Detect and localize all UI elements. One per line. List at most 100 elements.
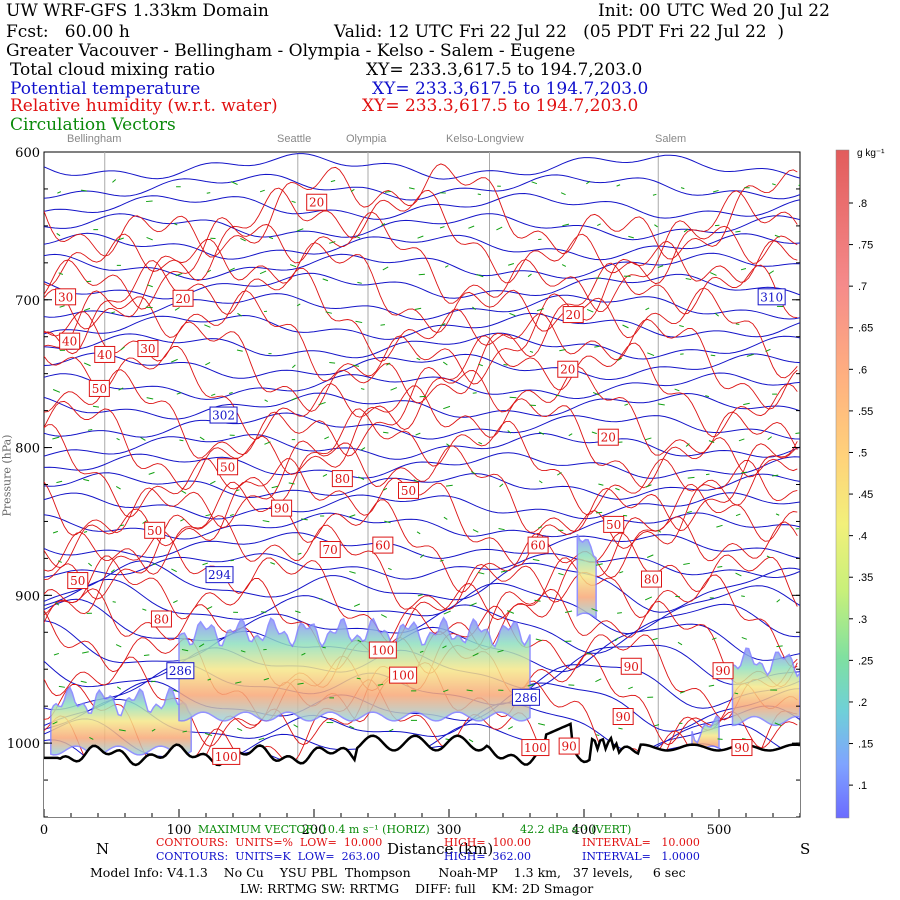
vector-arrow (562, 223, 570, 227)
rh-contour-label-box (271, 499, 293, 517)
vector-arrow (674, 388, 680, 392)
x-tick-label: 200 (302, 823, 327, 838)
vector-arrow (353, 364, 360, 367)
colorbar-labels: .8 .75 .7 .65 .6 .55 .5 .45 .4 .35 .3 .25 .2 .15 .1 (849, 198, 873, 792)
vector-arrow (712, 189, 719, 193)
vector-arrow (680, 187, 685, 190)
theta-contour (44, 332, 800, 360)
y-tick-label: 800 (15, 442, 40, 457)
vector-arrow (415, 432, 421, 436)
vector-arrow (318, 598, 323, 600)
rh-contour (44, 335, 798, 440)
vector-arrow (297, 552, 302, 555)
rh-contour-label: 90 (616, 710, 631, 724)
vector-arrow (416, 531, 421, 535)
vector-arrow (735, 513, 741, 517)
vector-arrow (535, 638, 543, 642)
x-tick-label: 100 (167, 823, 192, 838)
vector-arrow (206, 606, 213, 610)
vector-arrow (801, 685, 807, 688)
vector-arrow (652, 193, 657, 196)
vector-arrow (140, 437, 146, 441)
vector-arrow (442, 645, 447, 649)
vector-arrow (356, 236, 361, 239)
axes: 600 700 800 900 1000 0 100 200 300 400 500 (7, 146, 801, 838)
rh-contour (44, 555, 798, 671)
vector-arrow (532, 558, 540, 562)
vector-arrow (198, 643, 205, 648)
rh-contour (44, 366, 798, 459)
vector-arrow (115, 486, 121, 490)
vector-arrow (115, 644, 122, 648)
rh-contour-label: 90 (274, 502, 289, 516)
vector-arrow (56, 480, 63, 484)
vector-arrow (119, 729, 126, 732)
rh-contour-label: 40 (62, 335, 77, 349)
y-axis-title: Pressure (hPa) (0, 434, 14, 517)
rh-contour-label-box (306, 193, 328, 211)
footer-max-vector: MAXIMUM VECTOR: 10.4 m s⁻¹ (HORIZ) (198, 823, 430, 836)
vector-arrow (83, 531, 88, 533)
vector-arrow (628, 235, 634, 239)
rh-contour-label-box (712, 662, 734, 680)
vector-arrow (381, 223, 386, 226)
rh-contour-label-box (55, 288, 77, 306)
contour-labels: 30 20 20 40 40 30 50 50 80 50 90 50 70 60 60 50 50 80 80 20… (55, 193, 786, 765)
vector-arrow (59, 305, 65, 308)
rh-contour (44, 385, 798, 491)
vector-arrow (477, 193, 481, 196)
vector-arrow (81, 189, 87, 192)
footer-theta-high: HIGH= 362.00 (444, 850, 532, 863)
vector-arrow (349, 570, 356, 574)
theta-contour-label: 286 (514, 691, 537, 705)
vector-arrow (558, 572, 564, 576)
vector-arrow (260, 611, 267, 613)
vector-arrow (52, 721, 58, 725)
vector-arrow (509, 312, 516, 317)
vector-arrow (652, 637, 658, 641)
vector-arrow (565, 610, 573, 613)
vector-arrow (322, 646, 326, 649)
vector-arrow (443, 405, 451, 410)
vector-arrow (82, 651, 89, 654)
rh-contour-label: 50 (147, 524, 162, 538)
colorbar-label: .45 (858, 489, 873, 501)
vector-arrow (380, 614, 387, 618)
vector-arrow (291, 364, 296, 369)
vector-arrow (498, 528, 505, 531)
vector-arrow (446, 443, 450, 447)
vector-arrow (152, 563, 157, 566)
rh-contour-label-box (368, 641, 397, 659)
vector-arrow (716, 524, 723, 528)
field-theta-xy: XY= 233.3,617.5 to 194.7,203.0 (372, 79, 649, 99)
vector-arrow (772, 183, 776, 186)
vector-arrow (301, 652, 306, 656)
cloud-region (178, 616, 531, 722)
vector-arrow (767, 436, 772, 440)
vector-arrow (142, 608, 147, 611)
vector-arrow (472, 652, 479, 657)
vector-arrow (181, 649, 189, 652)
vector-arrow (798, 184, 800, 186)
rh-contour-label: 60 (530, 539, 545, 553)
rh-contour-label: 20 (560, 363, 575, 377)
vector-arrow (259, 189, 265, 193)
theta-contour (44, 620, 800, 673)
theta-contour-label-box (205, 566, 234, 584)
vector-arrow (58, 272, 64, 275)
rh-contour-label-box (331, 470, 353, 488)
vector-arrow (536, 308, 544, 312)
vector-arrow (83, 307, 91, 312)
vector-arrow (417, 594, 423, 597)
rh-contour-label-box (527, 536, 549, 554)
field-theta-label: Potential temperature (10, 79, 201, 99)
vector-arrow (296, 303, 301, 307)
vector-arrow (775, 513, 780, 516)
x-tick-label: 500 (707, 823, 732, 838)
vector-arrow (499, 483, 504, 488)
vector-arrow (645, 484, 652, 488)
vector-arrow (559, 348, 566, 352)
rh-contour (44, 408, 798, 518)
footer-model-info: Model Info: V4.1.3 No Cu YSU PBL Thompso… (90, 865, 686, 880)
vector-arrow (500, 570, 508, 573)
